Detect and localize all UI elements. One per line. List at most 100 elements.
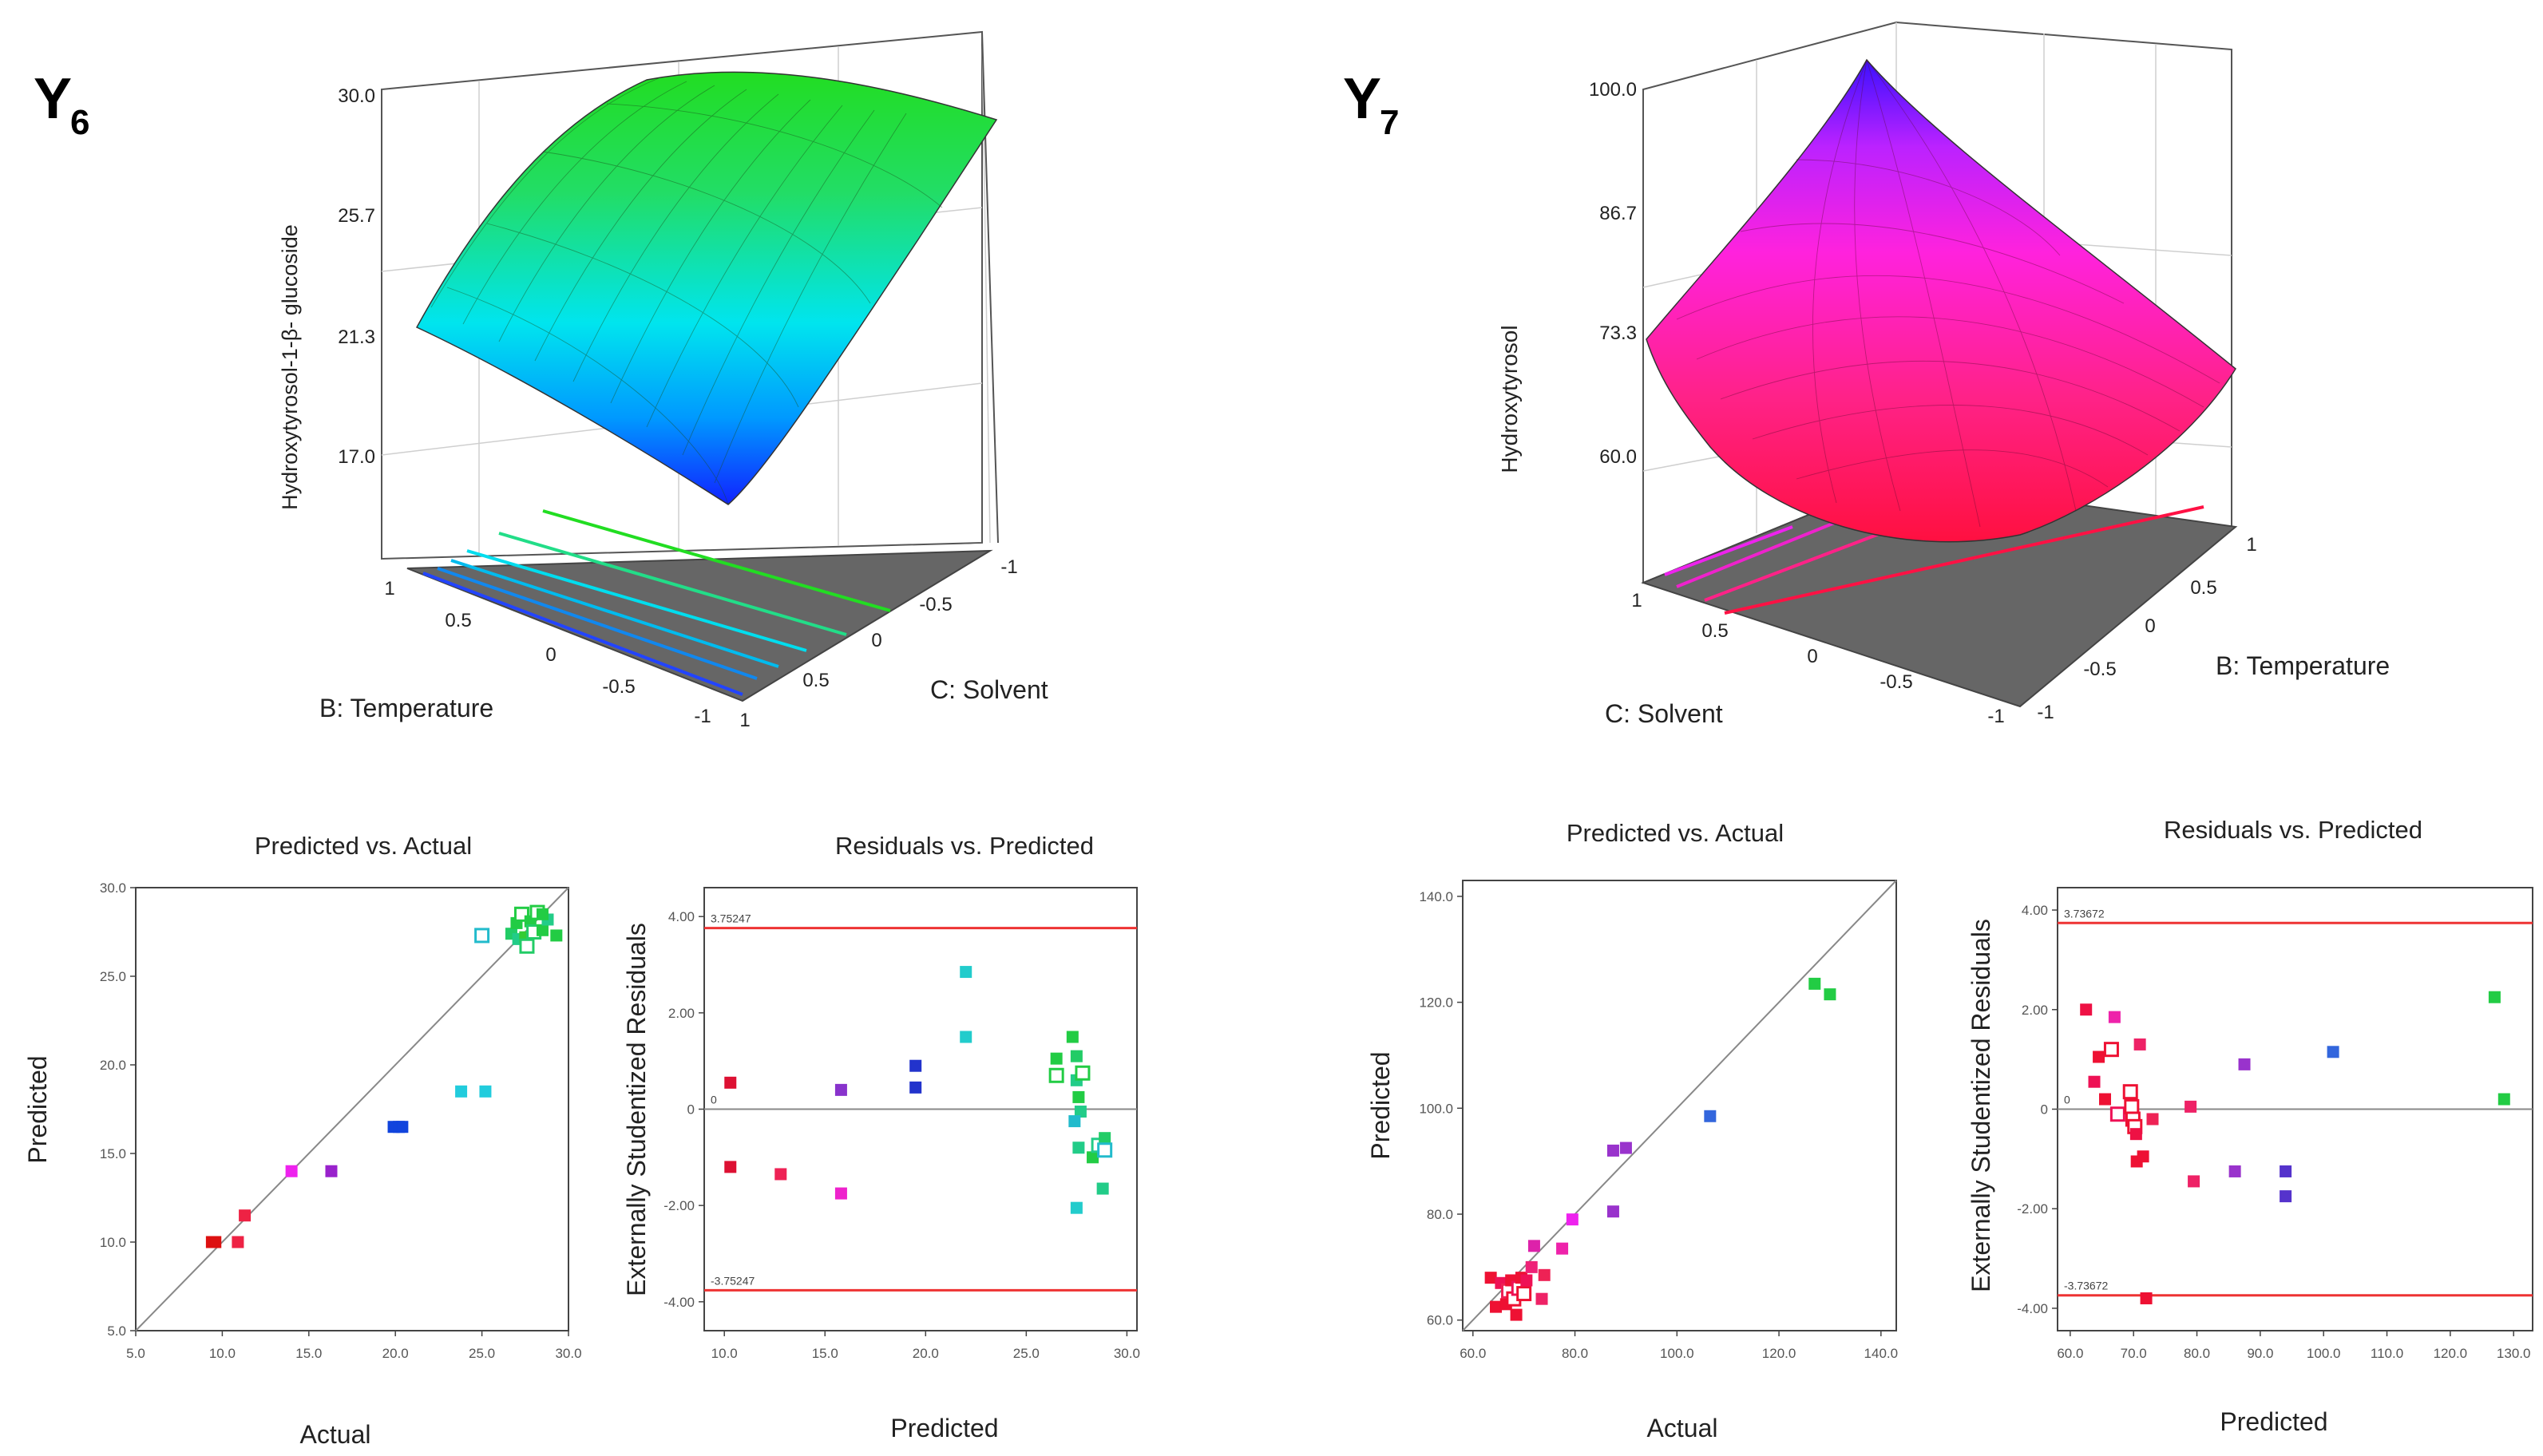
y6-z-axis-label: Hydroxytyrosol-1-β- glucoside (278, 224, 302, 510)
y6-x-tick: -1 (694, 706, 711, 727)
data-point (1048, 1067, 1064, 1083)
x-tick-label: 10.0 (209, 1346, 236, 1361)
x-tick-label: 80.0 (2184, 1346, 2210, 1361)
y7-surface-mesh (1676, 59, 2220, 528)
data-point (960, 1031, 972, 1043)
y-axis-label: Predicted (1366, 1051, 1395, 1159)
data-point (1704, 1110, 1717, 1122)
data-point (2140, 1292, 2153, 1304)
y-tick-label: 25.0 (100, 969, 126, 984)
data-point (1556, 1242, 1569, 1255)
reference-line-label: 0 (2064, 1094, 2070, 1106)
x-tick-label: 15.0 (812, 1346, 838, 1361)
data-point (1072, 1090, 1085, 1103)
reference-line-label: -3.73672 (2064, 1280, 2108, 1292)
data-point (2497, 1093, 2510, 1106)
data-point (1072, 1141, 1085, 1154)
data-point (2146, 1113, 2159, 1126)
data-point (209, 1236, 222, 1248)
y7-y-tick: -1 (2037, 702, 2054, 723)
x-tick-label: 10.0 (711, 1346, 738, 1361)
data-point (1066, 1031, 1079, 1043)
y6-floor (406, 549, 993, 702)
y7-z-tick: 100.0 (1589, 79, 1637, 101)
data-point (2129, 1128, 2142, 1141)
x-tick-label: 30.0 (555, 1346, 581, 1361)
y6-x-tick: 1 (384, 578, 394, 599)
y6-predicted-vs-actual-plot: Predicted vs. Actual Actual Predicted 5.0 10… (23, 832, 582, 1449)
y-tick-label: 5.0 (107, 1323, 126, 1339)
y6-z-tick: 17.0 (338, 446, 375, 468)
plot-title: Predicted vs. Actual (255, 832, 472, 860)
data-point (2280, 1190, 2292, 1203)
data-point (724, 1076, 737, 1089)
data-point (455, 1085, 468, 1098)
data-point (474, 928, 490, 944)
data-point (834, 1083, 847, 1096)
x-tick-label: 60.0 (2057, 1346, 2083, 1361)
x-axis-label: Actual (1647, 1414, 1718, 1442)
data-point (1074, 1106, 1087, 1118)
x-tick-label: 20.0 (913, 1346, 939, 1361)
y7-x-tick: 0.5 (1701, 620, 1728, 642)
y-tick-label: -2.00 (2017, 1201, 2048, 1217)
data-point (909, 1059, 922, 1072)
data-point (536, 924, 549, 936)
x-tick-label: 120.0 (1762, 1346, 1796, 1361)
data-point (1070, 1050, 1083, 1062)
data-point (2133, 1038, 2146, 1050)
reference-line-label: 3.73672 (2064, 907, 2105, 920)
y-tick-label: -4.00 (663, 1295, 695, 1310)
x-tick-label: 60.0 (1460, 1346, 1486, 1361)
data-point (2088, 1075, 2101, 1088)
y7-label-sub: 7 (1380, 103, 1399, 142)
data-point (909, 1081, 922, 1094)
x-tick-label: 15.0 (295, 1346, 322, 1361)
data-point (774, 1168, 787, 1181)
data-point (1808, 977, 1821, 990)
x-tick-label: 25.0 (1013, 1346, 1040, 1361)
y6-z-ticks: 30.0 25.7 21.3 17.0 (338, 85, 375, 468)
x-tick-label: 140.0 (1864, 1346, 1899, 1361)
data-point (1606, 1205, 1619, 1218)
y-tick-label: 15.0 (100, 1146, 126, 1161)
data-point (2108, 1011, 2121, 1023)
data-point (2185, 1100, 2197, 1113)
plot-title: Predicted vs. Actual (1567, 819, 1784, 847)
y7-z-tick: 60.0 (1599, 446, 1637, 468)
data-point (2099, 1093, 2111, 1106)
y-tick-label: 2.00 (668, 1006, 695, 1021)
y-tick-label: 20.0 (100, 1058, 126, 1073)
y7-panel-label: Y 7 (1343, 67, 1399, 142)
data-point (1516, 1286, 1532, 1302)
data-point (1099, 1132, 1111, 1145)
y6-x-axis-label: B: Temperature (319, 694, 493, 722)
data-point (239, 1209, 252, 1222)
reference-diagonal-line (1462, 880, 1897, 1331)
y6-surface-plot: 30.0 25.7 21.3 17.0 Hydroxytyrosol-1-β- … (278, 30, 1048, 731)
y7-label-main: Y (1343, 67, 1381, 131)
x-tick-label: 100.0 (1660, 1346, 1694, 1361)
x-tick-label: 130.0 (2497, 1346, 2531, 1361)
data-point (2124, 1098, 2140, 1114)
y-tick-label: 0 (2041, 1102, 2048, 1118)
data-point (1538, 1268, 1551, 1281)
y7-z-ticks: 100.0 86.7 73.3 60.0 (1589, 79, 1637, 468)
x-tick-label: 30.0 (1114, 1346, 1140, 1361)
y-tick-label: 2.00 (2022, 1003, 2048, 1018)
data-point (325, 1165, 338, 1177)
y7-z-tick: 73.3 (1599, 322, 1637, 344)
data-point (1520, 1274, 1533, 1287)
y7-y-tick: 0.5 (2190, 577, 2216, 599)
data-point (519, 938, 535, 954)
data-point (1070, 1201, 1083, 1214)
y-tick-label: 60.0 (1427, 1313, 1453, 1328)
data-point (2137, 1150, 2149, 1163)
x-tick-label: 20.0 (382, 1346, 409, 1361)
y6-z-tick: 21.3 (338, 326, 375, 348)
reference-diagonal-line (135, 887, 569, 1331)
y7-z-tick: 86.7 (1599, 203, 1637, 224)
y7-y-tick: 0 (2145, 615, 2155, 637)
data-point (834, 1187, 847, 1200)
y-tick-label: 4.00 (2022, 903, 2048, 918)
